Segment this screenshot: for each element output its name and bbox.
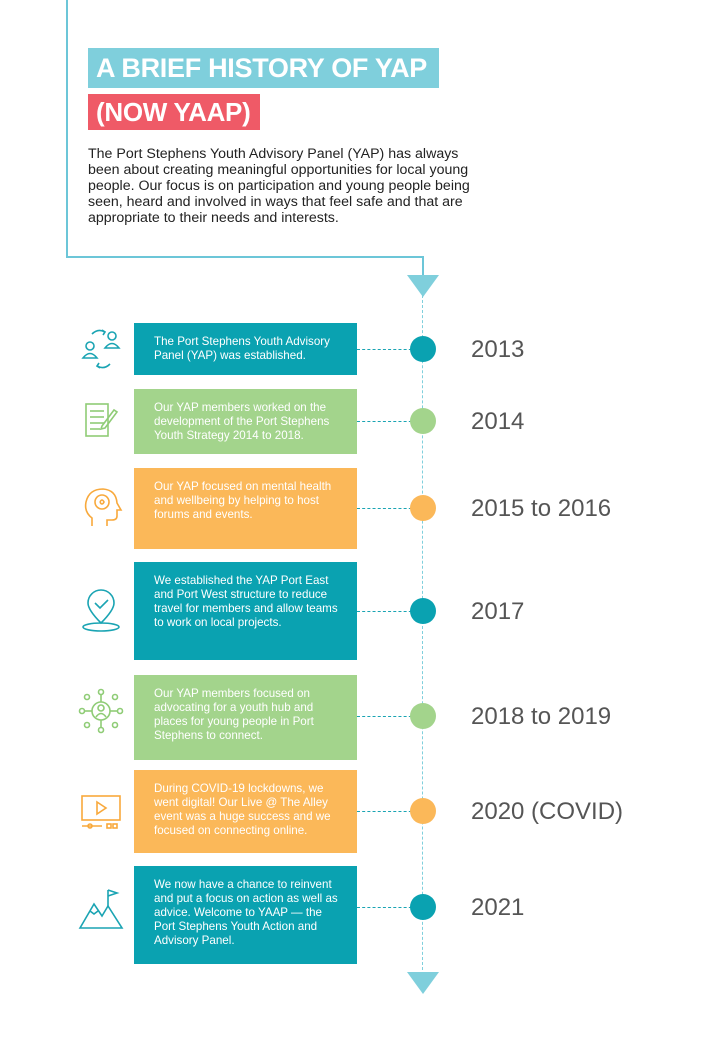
frame-line-bottom (66, 256, 424, 258)
timeline-box-2013: The Port Stephens Youth Advisory Panel (… (134, 323, 357, 375)
mountain-flag-icon (78, 889, 124, 929)
timeline-year: 2017 (471, 598, 525, 625)
timeline-year: 2015 to 2016 (471, 495, 612, 522)
timeline-text: We established the YAP Port East and Por… (154, 574, 338, 629)
timeline-year: 2014 (471, 408, 525, 435)
timeline-text: Our YAP members worked on the developmen… (154, 401, 330, 442)
timeline-dot (410, 703, 436, 729)
timeline-year: 2013 (471, 336, 525, 363)
frame-line-drop (422, 256, 424, 276)
intro-paragraph: The Port Stephens Youth Advisory Panel (… (88, 146, 470, 226)
timeline-dot (410, 408, 436, 434)
timeline-text: We now have a chance to reinvent and put… (154, 878, 338, 947)
timeline-box-2021: We now have a chance to reinvent and put… (134, 866, 357, 964)
arrow-down-icon (407, 972, 439, 994)
timeline-connector (357, 907, 417, 908)
timeline-dot (410, 894, 436, 920)
timeline-axis (422, 290, 423, 980)
head-mind-icon (84, 488, 123, 526)
timeline-box-2020: During COVID-19 lockdowns, we went digit… (134, 770, 357, 853)
people-exchange-icon (81, 329, 121, 369)
network-person-icon (78, 688, 124, 734)
video-player-icon (81, 795, 121, 829)
page-title: A BRIEF HISTORY OF YAP (88, 48, 439, 88)
frame-line-left (66, 0, 68, 258)
timeline-box-2018-2019: Our YAP members focused on advocating fo… (134, 675, 357, 760)
timeline-dot (410, 495, 436, 521)
timeline-year: 2018 to 2019 (471, 703, 612, 730)
timeline-connector (357, 811, 417, 812)
timeline-text: During COVID-19 lockdowns, we went digit… (154, 782, 331, 837)
timeline-connector (357, 421, 417, 422)
timeline-dot (410, 336, 436, 362)
timeline-box-2017: We established the YAP Port East and Por… (134, 562, 357, 660)
timeline-box-2015-2016: Our YAP focused on mental health and wel… (134, 468, 357, 549)
arrow-down-icon (407, 275, 439, 297)
timeline-text: Our YAP focused on mental health and wel… (154, 480, 332, 521)
timeline-text: Our YAP members focused on advocating fo… (154, 687, 314, 742)
timeline-text: The Port Stephens Youth Advisory Panel (… (154, 335, 330, 362)
timeline-connector (357, 349, 417, 350)
timeline-connector (357, 716, 417, 717)
timeline-connector (357, 611, 417, 612)
timeline-dot (410, 798, 436, 824)
page-subtitle: (NOW YAAP) (88, 94, 261, 130)
timeline-year: 2020 (COVID) (471, 798, 624, 825)
timeline-dot (410, 598, 436, 624)
timeline-box-2014: Our YAP members worked on the developmen… (134, 389, 357, 454)
location-pin-icon (82, 589, 120, 632)
timeline-connector (357, 508, 417, 509)
timeline-year: 2021 (471, 894, 525, 921)
document-pencil-icon (85, 403, 119, 437)
